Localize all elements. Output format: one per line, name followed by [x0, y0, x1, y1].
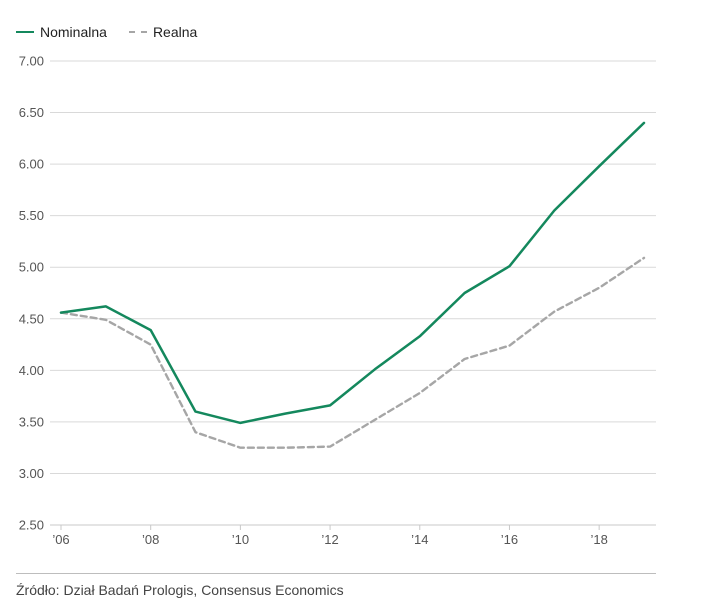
x-tick-label: ’16	[501, 532, 518, 547]
y-tick-label: 7.00	[19, 54, 44, 69]
y-axis-ticks: 2.50 3.00 3.50 4.00 4.50 5.00 5.50 6.00 6.50 7.00	[19, 54, 44, 533]
legend-label-real: Realna	[152, 24, 198, 40]
source-divider	[16, 573, 656, 574]
series-line-nominal	[59, 121, 646, 425]
x-tick-label: ’18	[590, 532, 607, 547]
x-tick-label: ’08	[142, 532, 159, 547]
x-tick-label: ’10	[232, 532, 249, 547]
y-tick-label: 3.00	[19, 466, 44, 481]
legend-swatch-real	[128, 31, 147, 33]
x-tick-label: ’12	[321, 532, 338, 547]
y-tick-label: 3.50	[19, 414, 44, 429]
y-tick-label: 6.00	[19, 157, 44, 172]
source-note: Źródło: Dział Badań Prologis, Consensus …	[16, 582, 344, 598]
x-axis-ticks: ’06 ’08 ’10 ’12 ’14 ’16 ’18	[52, 525, 608, 547]
legend-item-real[interactable]: Realna	[128, 24, 198, 40]
y-tick-label: 2.50	[19, 518, 44, 533]
x-tick-label: ’06	[52, 532, 69, 547]
y-tick-label: 6.50	[19, 105, 44, 120]
y-tick-label: 5.00	[19, 260, 44, 275]
series-lines	[59, 121, 646, 449]
legend-item-nominal[interactable]: Nominalna	[16, 24, 107, 40]
series-line-real	[59, 256, 646, 449]
y-tick-label: 4.00	[19, 363, 44, 378]
y-tick-label: 4.50	[19, 311, 44, 326]
y-tick-label: 5.50	[19, 208, 44, 223]
x-tick-label: ’14	[411, 532, 428, 547]
legend: Nominalna Realna	[16, 24, 197, 40]
legend-swatch-nominal	[16, 31, 34, 33]
grid-lines	[50, 60, 656, 526]
legend-label-nominal: Nominalna	[40, 24, 107, 40]
